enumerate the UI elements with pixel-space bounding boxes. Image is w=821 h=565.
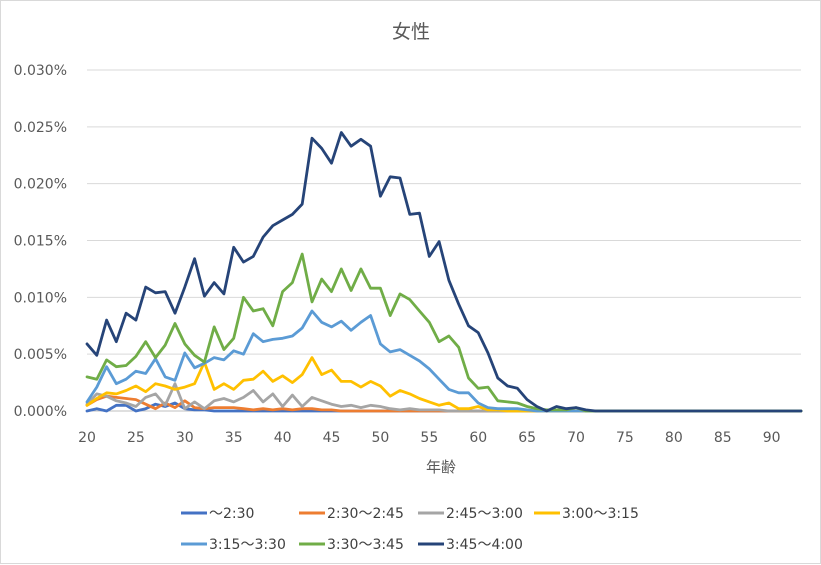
x-tick-label: 85	[714, 430, 732, 446]
x-tick-label: 60	[469, 430, 487, 446]
x-tick-label: 30	[176, 430, 194, 446]
y-tick-label: 0.005%	[14, 347, 67, 363]
legend-label: 2:30～2:45	[327, 506, 404, 522]
y-axis-ticks: 0.000% 0.005% 0.010% 0.015% 0.020% 0.025% 0.03…	[14, 63, 67, 420]
x-axis-ticks: 20 25 30 35 40 45 50 55 60 65 70 75 80 85 90	[78, 430, 780, 446]
x-tick-label: 80	[665, 430, 683, 446]
x-tick-label: 40	[274, 430, 292, 446]
x-axis-label: 年齢	[426, 458, 456, 476]
legend-label: 3:30～3:45	[327, 537, 404, 553]
chart-title: 女性	[392, 21, 430, 43]
x-tick-label: 90	[763, 430, 781, 446]
gridlines	[87, 69, 801, 412]
x-tick-label: 55	[420, 430, 438, 446]
series-line	[85, 131, 803, 413]
legend-label: ～2:30	[209, 506, 254, 522]
series-line	[85, 252, 803, 413]
x-tick-label: 50	[372, 430, 390, 446]
x-tick-label: 45	[323, 430, 341, 446]
legend-label: 3:00～3:15	[562, 506, 639, 522]
x-tick-label: 75	[616, 430, 634, 446]
x-tick-label: 20	[78, 430, 96, 446]
x-tick-label: 25	[127, 430, 145, 446]
series-lines	[85, 131, 803, 413]
series-line	[85, 309, 803, 413]
x-tick-label: 65	[518, 430, 536, 446]
legend-label: 3:45～4:00	[446, 537, 523, 553]
y-tick-label: 0.000%	[14, 404, 67, 420]
legend: ～2:30 2:30～2:45 2:45～3:00 3:00～3:15 3:15～3:3…	[181, 506, 639, 553]
y-tick-label: 0.030%	[14, 63, 67, 79]
y-tick-label: 0.010%	[14, 290, 67, 306]
x-tick-label: 35	[225, 430, 243, 446]
y-tick-label: 0.025%	[14, 120, 67, 136]
y-tick-label: 0.015%	[14, 234, 67, 250]
legend-label: 2:45～3:00	[446, 506, 523, 522]
legend-label: 3:15～3:30	[209, 537, 286, 553]
y-tick-label: 0.020%	[14, 177, 67, 193]
x-tick-label: 70	[567, 430, 585, 446]
